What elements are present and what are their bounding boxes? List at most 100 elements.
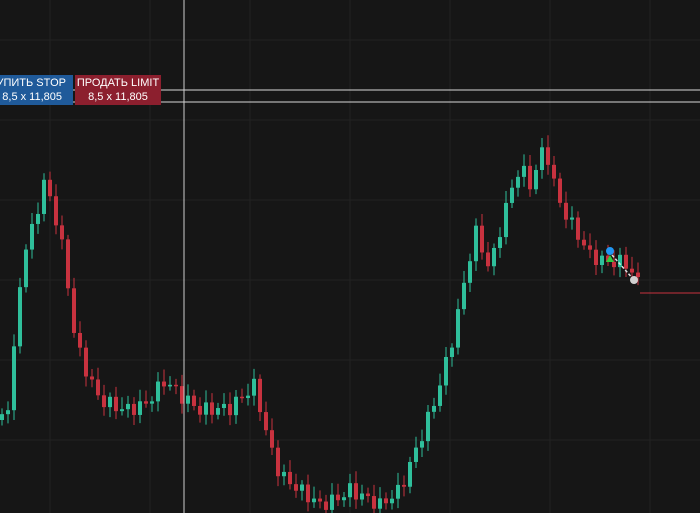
candle-body — [48, 179, 52, 197]
candle-body — [210, 402, 214, 415]
candle-body — [6, 410, 10, 415]
candle-body — [114, 396, 118, 412]
candle-body — [504, 202, 508, 238]
candle-body — [552, 164, 556, 179]
candle-body — [372, 496, 376, 509]
candle-body — [456, 309, 460, 348]
candle-body — [486, 252, 490, 267]
candle-body — [144, 401, 148, 404]
candle-body — [462, 282, 466, 310]
candle-body — [60, 225, 64, 240]
candle-body — [528, 165, 532, 190]
trade-marker-buy — [606, 247, 614, 255]
order-label: ПРОДАТЬ LIMIT — [77, 77, 160, 89]
candle-body — [120, 409, 124, 412]
candle-body — [156, 381, 160, 402]
candle-body — [96, 379, 100, 396]
candle-body — [354, 483, 358, 500]
candle-body — [204, 402, 208, 415]
candle-body — [396, 484, 400, 499]
order-quantity: 8,5 x 11,805 — [2, 91, 62, 103]
candle-body — [306, 484, 310, 503]
candle-body — [108, 396, 112, 408]
candle-body — [432, 405, 436, 412]
candle-body — [18, 287, 22, 347]
candle-body — [138, 401, 142, 415]
candle-body — [366, 493, 370, 497]
candle-body — [324, 501, 328, 510]
trade-arrow — [606, 255, 614, 262]
candle-body — [492, 247, 496, 267]
candle-body — [588, 245, 592, 250]
candle-body — [300, 484, 304, 491]
candle-body — [222, 403, 226, 409]
candle-body — [252, 378, 256, 396]
trade-marker-exit — [630, 276, 638, 284]
candle-body — [378, 498, 382, 509]
candle-body — [72, 288, 76, 333]
candle-body — [102, 395, 106, 408]
candle-body — [594, 249, 598, 265]
candle-body — [282, 471, 286, 477]
sell-limit-order[interactable]: ПРОДАТЬ LIMIT 8,5 x 11,805 — [75, 75, 161, 105]
candle-body — [390, 498, 394, 504]
candle-body — [630, 268, 634, 273]
candle-body — [276, 447, 280, 477]
trade-link — [611, 254, 635, 281]
candle-body — [468, 261, 472, 283]
buy-stop-order[interactable]: КУПИТЬ STOP 8,5 x 11,805 — [0, 75, 73, 105]
candle-body — [636, 272, 640, 278]
candle-body — [24, 249, 28, 288]
candle-body — [384, 498, 388, 504]
candle-body — [0, 414, 4, 420]
candle-body — [246, 395, 250, 399]
candle-body — [474, 225, 478, 262]
candle-body — [228, 403, 232, 416]
candle-body — [348, 483, 352, 498]
candle-body — [444, 356, 448, 386]
candle-body — [180, 386, 184, 404]
candle-body — [312, 498, 316, 503]
order-quantity: 8,5 x 11,805 — [88, 91, 148, 103]
candle-body — [258, 378, 262, 413]
candle-body — [264, 412, 268, 431]
candle-body — [168, 384, 172, 387]
candles — [0, 135, 640, 513]
candle-body — [534, 169, 538, 190]
candle-body — [90, 376, 94, 380]
candle-body — [66, 239, 70, 289]
candle-body — [216, 408, 220, 415]
candle-body — [270, 430, 274, 448]
candle-body — [402, 484, 406, 487]
candle-body — [438, 385, 442, 406]
candle-body — [78, 332, 82, 348]
candle-body — [612, 261, 616, 268]
candle-body — [288, 471, 292, 485]
candle-body — [318, 498, 322, 502]
candle-body — [330, 494, 334, 510]
candle-body — [576, 217, 580, 240]
candle-body — [600, 255, 604, 265]
candle-body — [36, 213, 40, 224]
candle-body — [414, 447, 418, 462]
candle-body — [480, 225, 484, 253]
candle-body — [294, 484, 298, 491]
candle-body — [12, 346, 16, 411]
candle-body — [186, 395, 190, 404]
candle-body — [126, 403, 130, 410]
candle-body — [624, 254, 628, 269]
candle-body — [234, 396, 238, 416]
candle-body — [162, 381, 166, 387]
candle-body — [540, 147, 544, 170]
candle-body — [564, 202, 568, 220]
candle-body — [150, 401, 154, 404]
candle-body — [30, 223, 34, 250]
candle-body — [570, 217, 574, 220]
order-box — [75, 75, 161, 105]
candle-body — [516, 176, 520, 188]
candle-body — [510, 187, 514, 203]
candle-body — [420, 441, 424, 448]
candle-body — [498, 237, 502, 248]
candle-body — [198, 405, 202, 415]
